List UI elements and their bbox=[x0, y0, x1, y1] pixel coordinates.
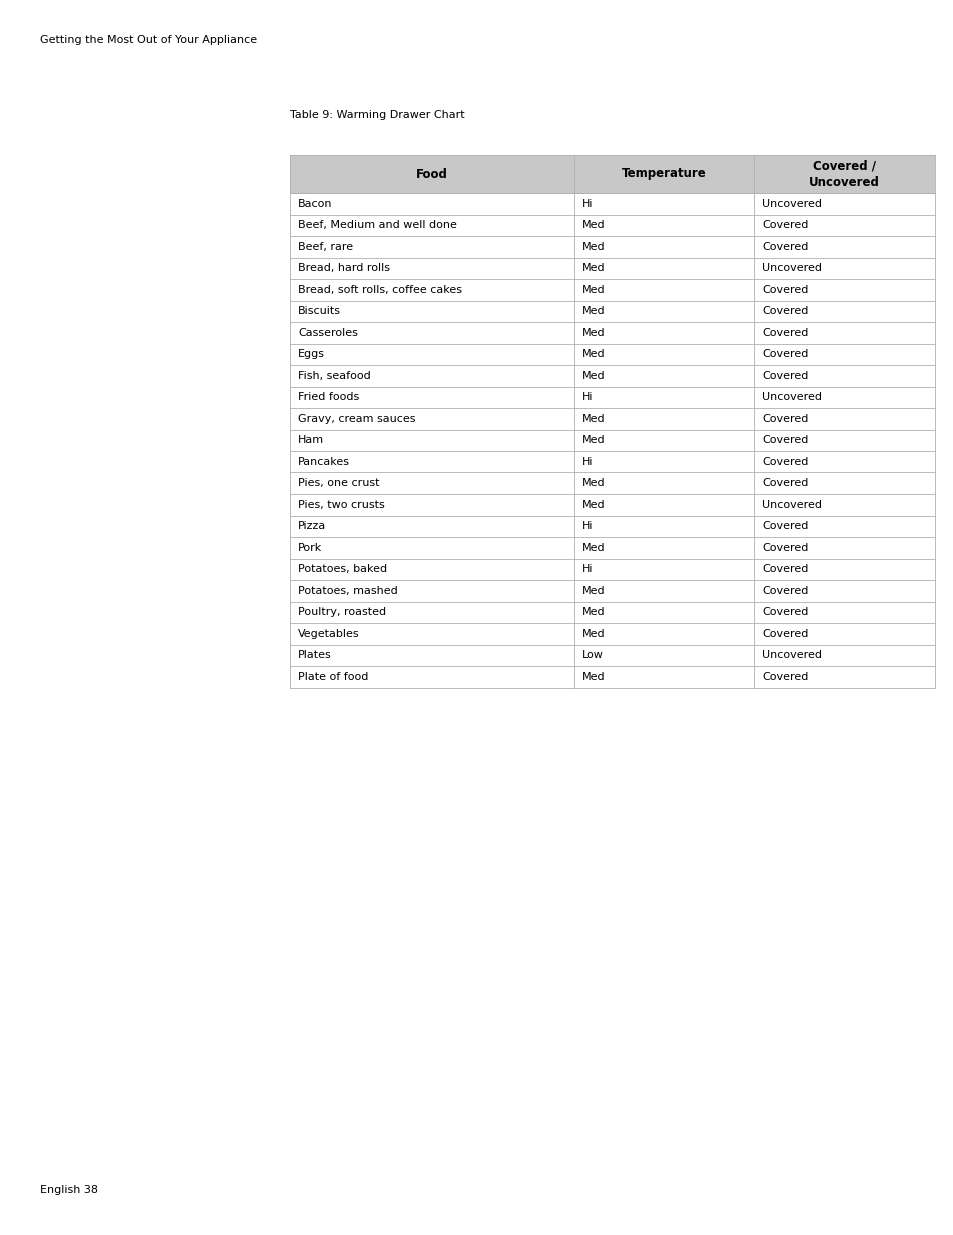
Text: Casseroles: Casseroles bbox=[297, 327, 357, 337]
Text: Potatoes, baked: Potatoes, baked bbox=[297, 564, 387, 574]
Text: Covered: Covered bbox=[761, 672, 808, 682]
Bar bbox=[290, 430, 934, 451]
Bar bbox=[290, 601, 934, 622]
Text: Covered: Covered bbox=[761, 285, 808, 295]
Text: Gravy, cream sauces: Gravy, cream sauces bbox=[297, 414, 416, 424]
Text: Plates: Plates bbox=[297, 651, 332, 661]
Text: Covered: Covered bbox=[761, 478, 808, 488]
Text: Covered: Covered bbox=[761, 564, 808, 574]
Text: Pizza: Pizza bbox=[297, 521, 326, 531]
Text: Covered: Covered bbox=[761, 220, 808, 230]
Text: Hi: Hi bbox=[581, 521, 593, 531]
Text: Pies, one crust: Pies, one crust bbox=[297, 478, 379, 488]
Text: English 38: English 38 bbox=[40, 1186, 98, 1195]
Text: Hi: Hi bbox=[581, 457, 593, 467]
Bar bbox=[290, 236, 934, 258]
Text: Covered: Covered bbox=[761, 542, 808, 553]
Text: Med: Med bbox=[581, 306, 605, 316]
Text: Med: Med bbox=[581, 242, 605, 252]
Text: Pork: Pork bbox=[297, 542, 322, 553]
Text: Uncovered: Uncovered bbox=[761, 651, 821, 661]
Text: Uncovered: Uncovered bbox=[761, 393, 821, 403]
Bar bbox=[290, 300, 934, 322]
Text: Med: Med bbox=[581, 435, 605, 446]
Text: Covered: Covered bbox=[761, 629, 808, 638]
Text: Covered: Covered bbox=[761, 414, 808, 424]
Text: Table 9: Warming Drawer Chart: Table 9: Warming Drawer Chart bbox=[290, 110, 464, 120]
Text: Fish, seafood: Fish, seafood bbox=[297, 370, 371, 380]
Text: Temperature: Temperature bbox=[621, 168, 706, 180]
Bar bbox=[290, 622, 934, 645]
Bar bbox=[290, 580, 934, 601]
Text: Med: Med bbox=[581, 285, 605, 295]
Text: Vegetables: Vegetables bbox=[297, 629, 359, 638]
Text: Beef, Medium and well done: Beef, Medium and well done bbox=[297, 220, 456, 230]
Text: Food: Food bbox=[416, 168, 447, 180]
Text: Covered: Covered bbox=[761, 521, 808, 531]
Text: Covered: Covered bbox=[761, 350, 808, 359]
Text: Med: Med bbox=[581, 327, 605, 337]
Text: Uncovered: Uncovered bbox=[761, 500, 821, 510]
Text: Med: Med bbox=[581, 478, 605, 488]
Text: Hi: Hi bbox=[581, 393, 593, 403]
Text: Bread, hard rolls: Bread, hard rolls bbox=[297, 263, 390, 273]
Text: Covered: Covered bbox=[761, 306, 808, 316]
Bar bbox=[290, 258, 934, 279]
Text: Covered /
Uncovered: Covered / Uncovered bbox=[808, 159, 880, 189]
Bar bbox=[290, 193, 934, 215]
Text: Med: Med bbox=[581, 500, 605, 510]
Bar bbox=[290, 558, 934, 580]
Text: Beef, rare: Beef, rare bbox=[297, 242, 353, 252]
Text: Med: Med bbox=[581, 542, 605, 553]
Bar bbox=[290, 343, 934, 366]
Text: Fried foods: Fried foods bbox=[297, 393, 359, 403]
Text: Poultry, roasted: Poultry, roasted bbox=[297, 608, 386, 618]
Text: Med: Med bbox=[581, 672, 605, 682]
Bar bbox=[290, 494, 934, 515]
Text: Pies, two crusts: Pies, two crusts bbox=[297, 500, 384, 510]
Text: Covered: Covered bbox=[761, 585, 808, 595]
Bar bbox=[290, 387, 934, 408]
Text: Bread, soft rolls, coffee cakes: Bread, soft rolls, coffee cakes bbox=[297, 285, 461, 295]
Bar bbox=[290, 645, 934, 666]
Text: Med: Med bbox=[581, 263, 605, 273]
Text: Covered: Covered bbox=[761, 370, 808, 380]
Text: Med: Med bbox=[581, 414, 605, 424]
Text: Med: Med bbox=[581, 370, 605, 380]
Text: Med: Med bbox=[581, 629, 605, 638]
Text: Bacon: Bacon bbox=[297, 199, 333, 209]
Text: Eggs: Eggs bbox=[297, 350, 325, 359]
Text: Med: Med bbox=[581, 220, 605, 230]
Text: Med: Med bbox=[581, 350, 605, 359]
Text: Covered: Covered bbox=[761, 608, 808, 618]
Text: Potatoes, mashed: Potatoes, mashed bbox=[297, 585, 397, 595]
Text: Hi: Hi bbox=[581, 199, 593, 209]
Text: Uncovered: Uncovered bbox=[761, 199, 821, 209]
Text: Med: Med bbox=[581, 585, 605, 595]
Text: Covered: Covered bbox=[761, 327, 808, 337]
Bar bbox=[290, 366, 934, 387]
Bar bbox=[290, 515, 934, 537]
Bar bbox=[290, 473, 934, 494]
Text: Med: Med bbox=[581, 608, 605, 618]
Bar bbox=[290, 451, 934, 473]
Text: Plate of food: Plate of food bbox=[297, 672, 368, 682]
Bar bbox=[290, 322, 934, 343]
Text: Low: Low bbox=[581, 651, 603, 661]
Text: Uncovered: Uncovered bbox=[761, 263, 821, 273]
Text: Pancakes: Pancakes bbox=[297, 457, 350, 467]
Text: Getting the Most Out of Your Appliance: Getting the Most Out of Your Appliance bbox=[40, 35, 257, 44]
Text: Covered: Covered bbox=[761, 435, 808, 446]
Bar bbox=[290, 537, 934, 558]
Bar bbox=[290, 279, 934, 300]
Text: Covered: Covered bbox=[761, 457, 808, 467]
Text: Biscuits: Biscuits bbox=[297, 306, 340, 316]
Bar bbox=[290, 215, 934, 236]
Bar bbox=[290, 666, 934, 688]
Text: Ham: Ham bbox=[297, 435, 324, 446]
Text: Covered: Covered bbox=[761, 242, 808, 252]
Bar bbox=[290, 408, 934, 430]
Text: Hi: Hi bbox=[581, 564, 593, 574]
Bar bbox=[290, 156, 934, 193]
